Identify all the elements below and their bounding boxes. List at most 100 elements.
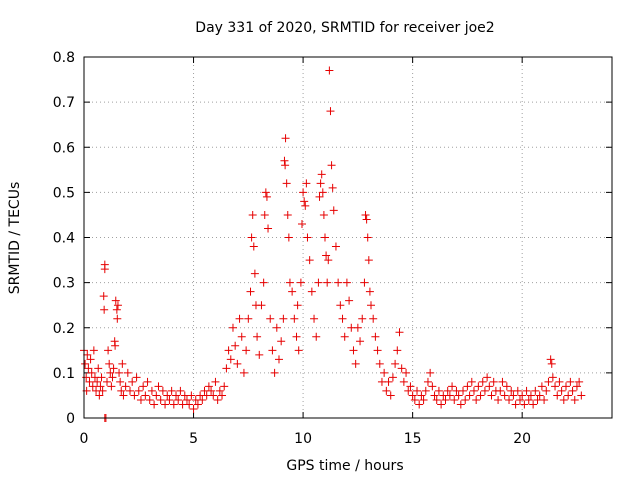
data-point <box>564 391 573 400</box>
data-point <box>247 233 256 242</box>
data-point <box>397 364 406 373</box>
data-point <box>198 395 207 404</box>
data-point <box>373 346 382 355</box>
data-point <box>94 364 103 373</box>
data-point <box>502 382 511 391</box>
data-point <box>338 314 347 323</box>
y-tick-label: 0.3 <box>53 276 75 292</box>
data-point <box>224 346 233 355</box>
data-point <box>369 314 378 323</box>
data-point <box>123 368 132 377</box>
data-point <box>315 192 324 201</box>
data-point <box>467 377 476 386</box>
data-point <box>345 296 354 305</box>
data-point <box>96 382 105 391</box>
data-point <box>237 332 246 341</box>
data-point <box>404 386 413 395</box>
data-point <box>456 400 465 409</box>
data-point <box>139 382 148 391</box>
data-point <box>522 386 531 395</box>
data-point <box>300 197 309 206</box>
data-point <box>421 386 430 395</box>
data-point <box>511 400 520 409</box>
data-point <box>489 377 498 386</box>
data-point <box>391 359 400 368</box>
data-point <box>244 314 253 323</box>
data-point <box>575 377 584 386</box>
data-point <box>555 377 564 386</box>
data-point <box>384 377 393 386</box>
data-point <box>255 350 264 359</box>
data-point <box>266 314 275 323</box>
data-point <box>222 364 231 373</box>
data-point <box>204 382 213 391</box>
data-point <box>463 382 472 391</box>
data-point <box>213 395 222 404</box>
data-point <box>89 346 98 355</box>
data-point <box>239 368 248 377</box>
data-point <box>480 386 489 395</box>
data-point <box>169 400 178 409</box>
data-point <box>406 382 415 391</box>
data-point <box>150 400 159 409</box>
data-point <box>260 210 269 219</box>
data-point <box>476 391 485 400</box>
data-point <box>529 400 538 409</box>
data-point <box>152 391 161 400</box>
data-point <box>542 386 551 395</box>
data-point <box>498 377 507 386</box>
data-point <box>537 382 546 391</box>
data-point <box>485 382 494 391</box>
data-point <box>282 179 291 188</box>
data-point <box>417 391 426 400</box>
x-tick-label: 10 <box>294 431 312 447</box>
data-point <box>105 359 114 368</box>
y-tick-label: 0.2 <box>53 321 75 337</box>
data-point <box>441 395 450 404</box>
data-point <box>167 386 176 395</box>
data-point <box>81 359 90 368</box>
data-point <box>296 278 305 287</box>
data-point <box>99 292 108 301</box>
data-point <box>535 391 544 400</box>
data-point <box>118 359 127 368</box>
data-point <box>253 332 262 341</box>
data-point <box>246 287 255 296</box>
data-point <box>340 332 349 341</box>
data-point <box>328 183 337 192</box>
x-tick-label: 20 <box>513 431 531 447</box>
data-point <box>509 391 518 400</box>
data-point <box>459 386 468 395</box>
data-point <box>226 355 235 364</box>
data-point <box>174 395 183 404</box>
data-point <box>134 386 143 395</box>
data-point <box>317 170 326 179</box>
data-point <box>524 395 533 404</box>
data-point <box>500 391 509 400</box>
data-point <box>305 256 314 265</box>
data-point <box>285 278 294 287</box>
data-point <box>557 386 566 395</box>
data-point <box>334 278 343 287</box>
data-point <box>228 323 237 332</box>
data-point <box>515 395 524 404</box>
data-point <box>119 391 128 400</box>
data-point <box>85 377 94 386</box>
data-point <box>281 161 290 170</box>
x-ticks: 0 5 10 15 20 <box>80 57 531 447</box>
data-point <box>158 386 167 395</box>
data-point <box>415 400 424 409</box>
y-tick-label: 0.5 <box>53 185 75 201</box>
data-point <box>547 359 556 368</box>
chart-title: Day 331 of 2020, SRMTID for receiver joe… <box>195 20 494 36</box>
data-point <box>249 242 258 251</box>
data-point <box>111 341 120 350</box>
data-point <box>450 395 459 404</box>
data-point <box>294 346 303 355</box>
data-point <box>402 368 411 377</box>
data-point <box>472 395 481 404</box>
data-point <box>454 391 463 400</box>
data-point <box>513 386 522 395</box>
data-point <box>428 382 437 391</box>
